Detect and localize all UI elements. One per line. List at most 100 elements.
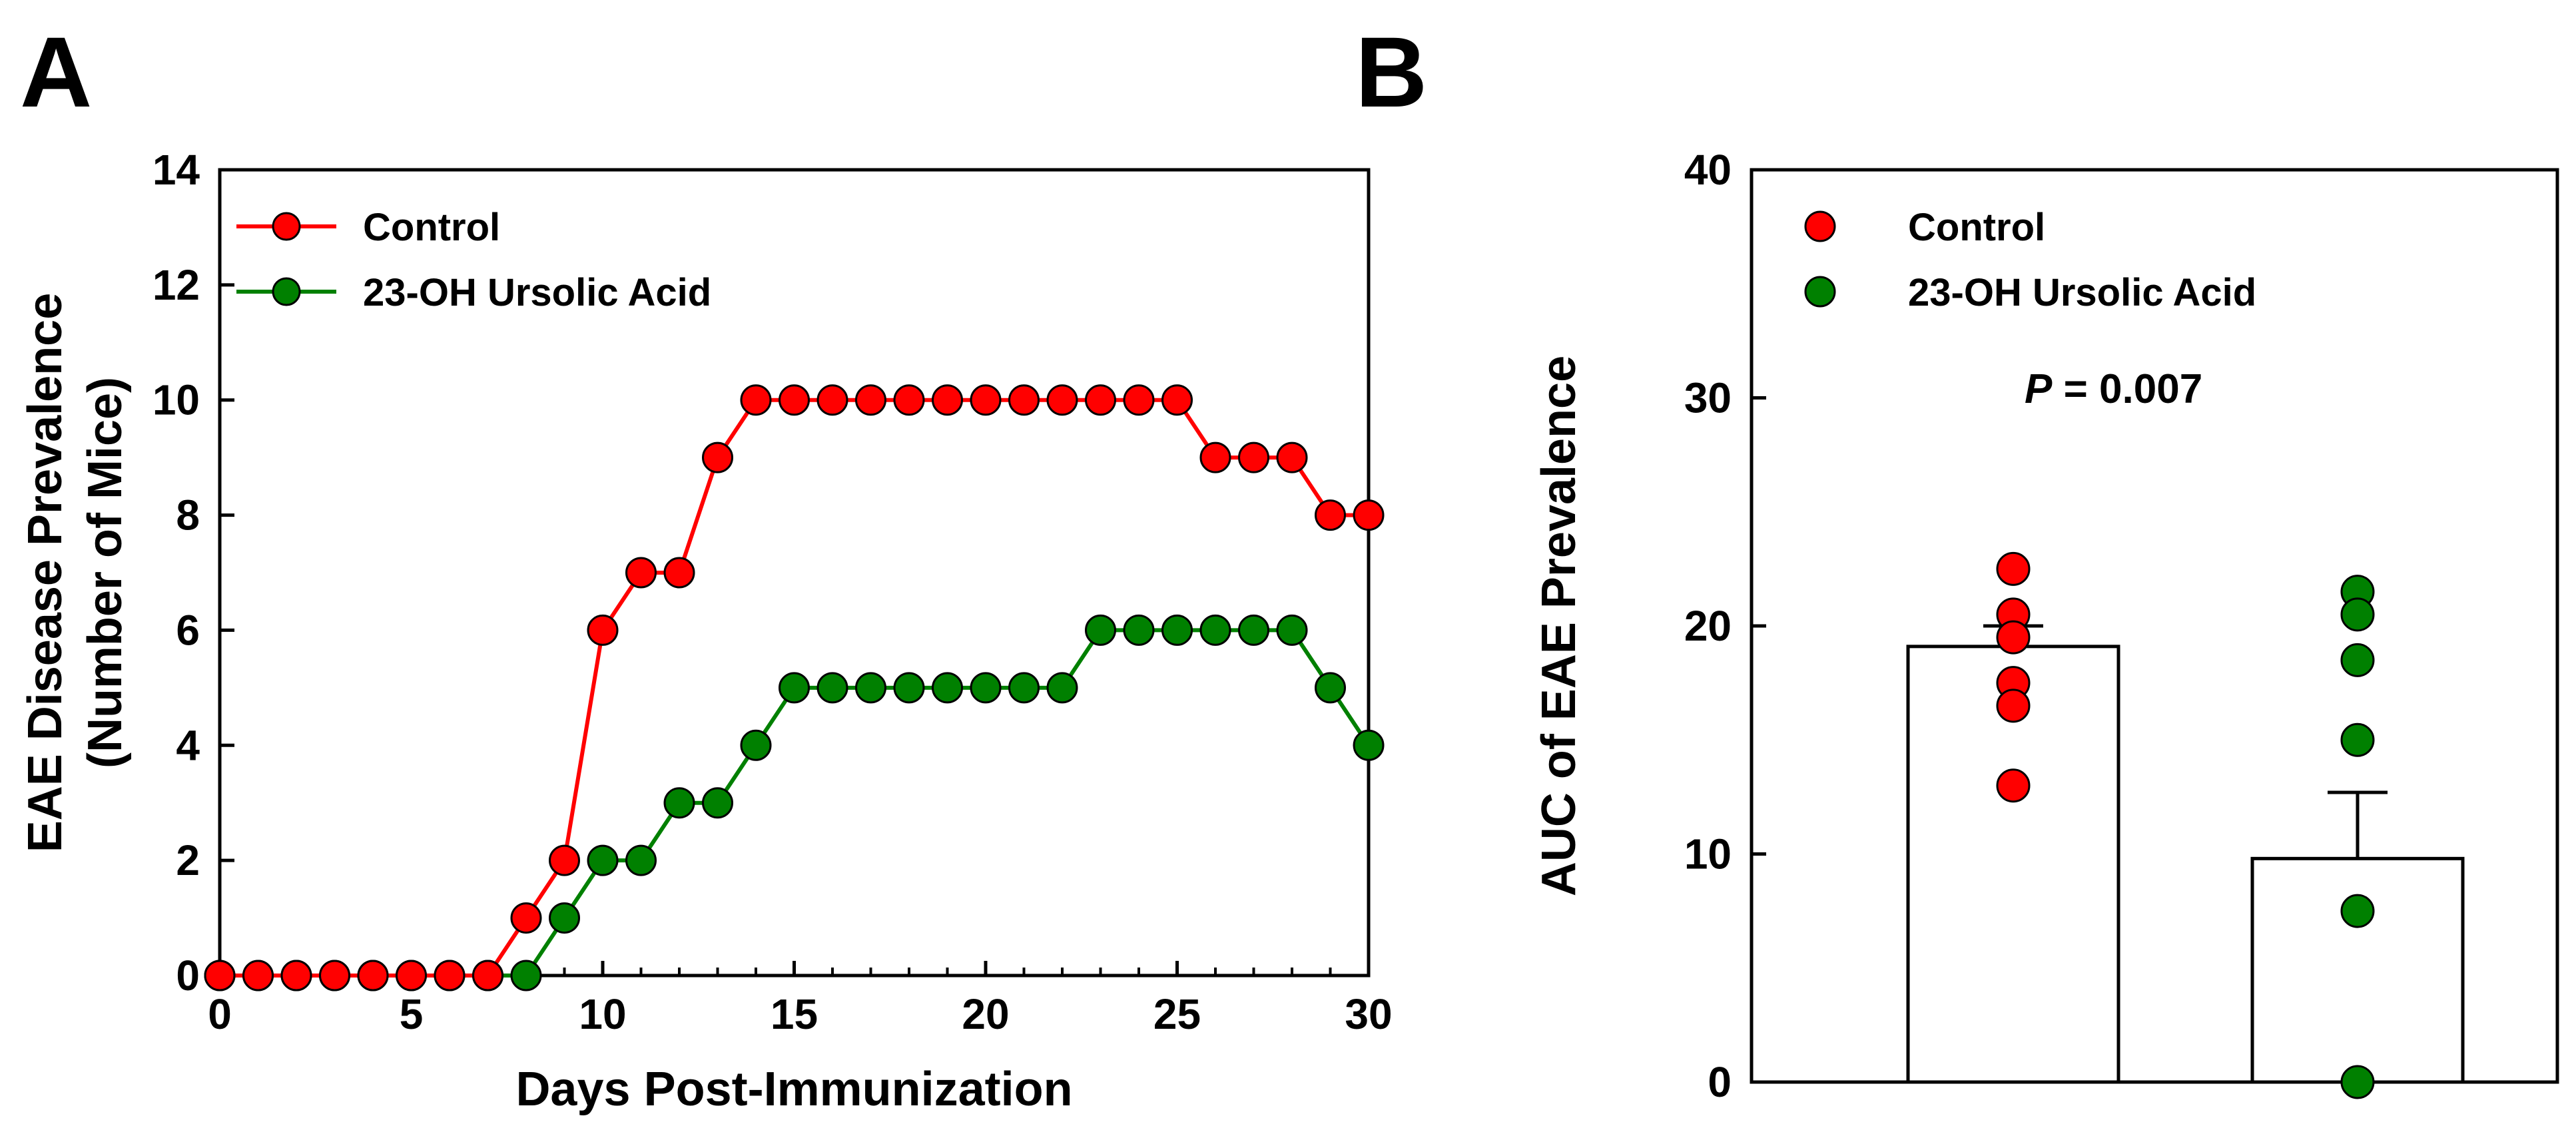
series-0-point — [1161, 384, 1193, 416]
series-1-point — [663, 787, 695, 819]
panel-b-legend: Control 23-OH Ursolic Acid — [1804, 206, 2256, 314]
series-0-point — [396, 960, 427, 991]
panel-a-y-axis-title-line1: EAE Disease Prevalence — [19, 293, 72, 853]
series-0-point — [510, 902, 542, 934]
a-y-tick-label: 12 — [153, 261, 200, 309]
series-0-point — [1238, 441, 1269, 473]
dot-0 — [1996, 551, 2031, 586]
a-x-tick-label: 20 — [962, 990, 1009, 1038]
series-0-point — [319, 960, 350, 991]
b-y-tick-label: 30 — [1684, 374, 1732, 422]
series-0-point — [625, 557, 657, 589]
series-1-point — [740, 729, 772, 761]
a-x-tick-label: 15 — [771, 990, 818, 1038]
series-0-point — [970, 384, 1002, 416]
a-y-tick-label: 14 — [153, 146, 200, 194]
series-1-point — [587, 844, 619, 876]
dot-0 — [1996, 689, 2031, 723]
legend-ursolic-marker — [272, 277, 301, 306]
panel-a-letter: A — [20, 16, 92, 128]
series-0-point — [702, 441, 733, 473]
series-0-point — [1315, 499, 1346, 531]
panel-a: A 0 2 4 6 8 10 12 14 0 5 10 15 20 25 30 Days Post-Immu… — [19, 16, 1393, 1116]
legend-control-marker — [272, 212, 301, 241]
series-0-point — [549, 844, 580, 876]
a-x-tick-label: 0 — [208, 990, 232, 1038]
series-0-point — [893, 384, 925, 416]
series-0-point — [1046, 384, 1078, 416]
panel-a-y-axis-title-line2: (Number of Mice) — [79, 377, 132, 768]
panel-b-plot-frame — [1750, 168, 2559, 1084]
series-0-point — [932, 384, 963, 416]
a-y-tick-label: 4 — [176, 721, 200, 769]
a-y-tick-label: 8 — [176, 491, 200, 539]
b-y-tick-label: 10 — [1684, 830, 1732, 878]
panel-b: B 0 10 20 30 40 AUC of EAE Prevalence Contro… — [1355, 16, 2559, 1106]
series-1-point — [1199, 614, 1231, 646]
series-0-point — [1276, 441, 1308, 473]
a-y-tick-label: 10 — [153, 376, 200, 424]
series-0-point — [779, 384, 810, 416]
panel-b-y-axis-title: AUC of EAE Prevalence — [1532, 356, 1586, 896]
series-1-point — [1238, 614, 1269, 646]
legend-control-label: Control — [363, 206, 500, 249]
series-1-point — [1276, 614, 1308, 646]
series-0-point — [855, 384, 886, 416]
series-1-point — [702, 787, 733, 819]
series-1-point — [1161, 614, 1193, 646]
series-1-point — [1046, 672, 1078, 704]
series-0-point — [740, 384, 772, 416]
a-x-tick-label: 25 — [1153, 990, 1201, 1038]
dot-1 — [2340, 894, 2375, 928]
series-1-point — [893, 672, 925, 704]
panel-b-letter: B — [1355, 16, 1427, 128]
series-0-point — [357, 960, 389, 991]
series-1-point — [1085, 614, 1116, 646]
series-1-point — [625, 844, 657, 876]
a-y-tick-label: 2 — [176, 836, 200, 884]
legend-b-control-marker — [1804, 210, 1836, 242]
series-1-point — [549, 902, 580, 934]
series-1-point — [1353, 729, 1385, 761]
series-1-point — [510, 960, 542, 991]
p-value-text: = 0.007 — [2052, 366, 2202, 412]
series-0-point — [587, 614, 619, 646]
dot-1 — [2340, 643, 2375, 677]
series-1-point — [932, 672, 963, 704]
legend-b-control-label: Control — [1908, 206, 2045, 249]
series-0-point — [1353, 499, 1385, 531]
series-0-point — [1199, 441, 1231, 473]
series-0-point — [204, 960, 236, 991]
panel-b-bars — [1906, 624, 2465, 1084]
series-0-point — [816, 384, 848, 416]
panel-b-points — [1996, 551, 2375, 1099]
series-1-point — [1008, 672, 1040, 704]
b-y-tick-label: 40 — [1684, 146, 1732, 194]
series-1-point — [1123, 614, 1155, 646]
panel-a-legend: Control 23-OH Ursolic Acid — [236, 206, 711, 314]
series-1-point — [1315, 672, 1346, 704]
series-0-point — [434, 960, 466, 991]
legend-ursolic-label: 23-OH Ursolic Acid — [363, 271, 711, 314]
series-1-point — [970, 672, 1002, 704]
a-x-tick-label: 30 — [1345, 990, 1392, 1038]
dot-1 — [2340, 597, 2375, 632]
series-0-point — [663, 557, 695, 589]
series-0-point — [280, 960, 312, 991]
series-1-point — [816, 672, 848, 704]
panel-a-plot-frame — [218, 168, 1371, 978]
bar-1 — [2250, 856, 2465, 1084]
legend-b-ursolic-marker — [1804, 276, 1836, 308]
dot-1 — [2340, 1065, 2375, 1099]
b-y-tick-label: 20 — [1684, 602, 1732, 650]
panel-a-ticks: 0 2 4 6 8 10 12 14 0 5 10 15 20 25 30 — [153, 146, 1393, 1038]
series-0-point — [1123, 384, 1155, 416]
b-y-tick-label: 0 — [1708, 1058, 1732, 1106]
series-0-point — [1085, 384, 1116, 416]
dot-0 — [1996, 768, 2031, 803]
legend-b-ursolic-label: 23-OH Ursolic Acid — [1908, 271, 2256, 314]
series-0-point — [242, 960, 274, 991]
a-x-tick-label: 10 — [579, 990, 626, 1038]
dot-1 — [2340, 722, 2375, 757]
